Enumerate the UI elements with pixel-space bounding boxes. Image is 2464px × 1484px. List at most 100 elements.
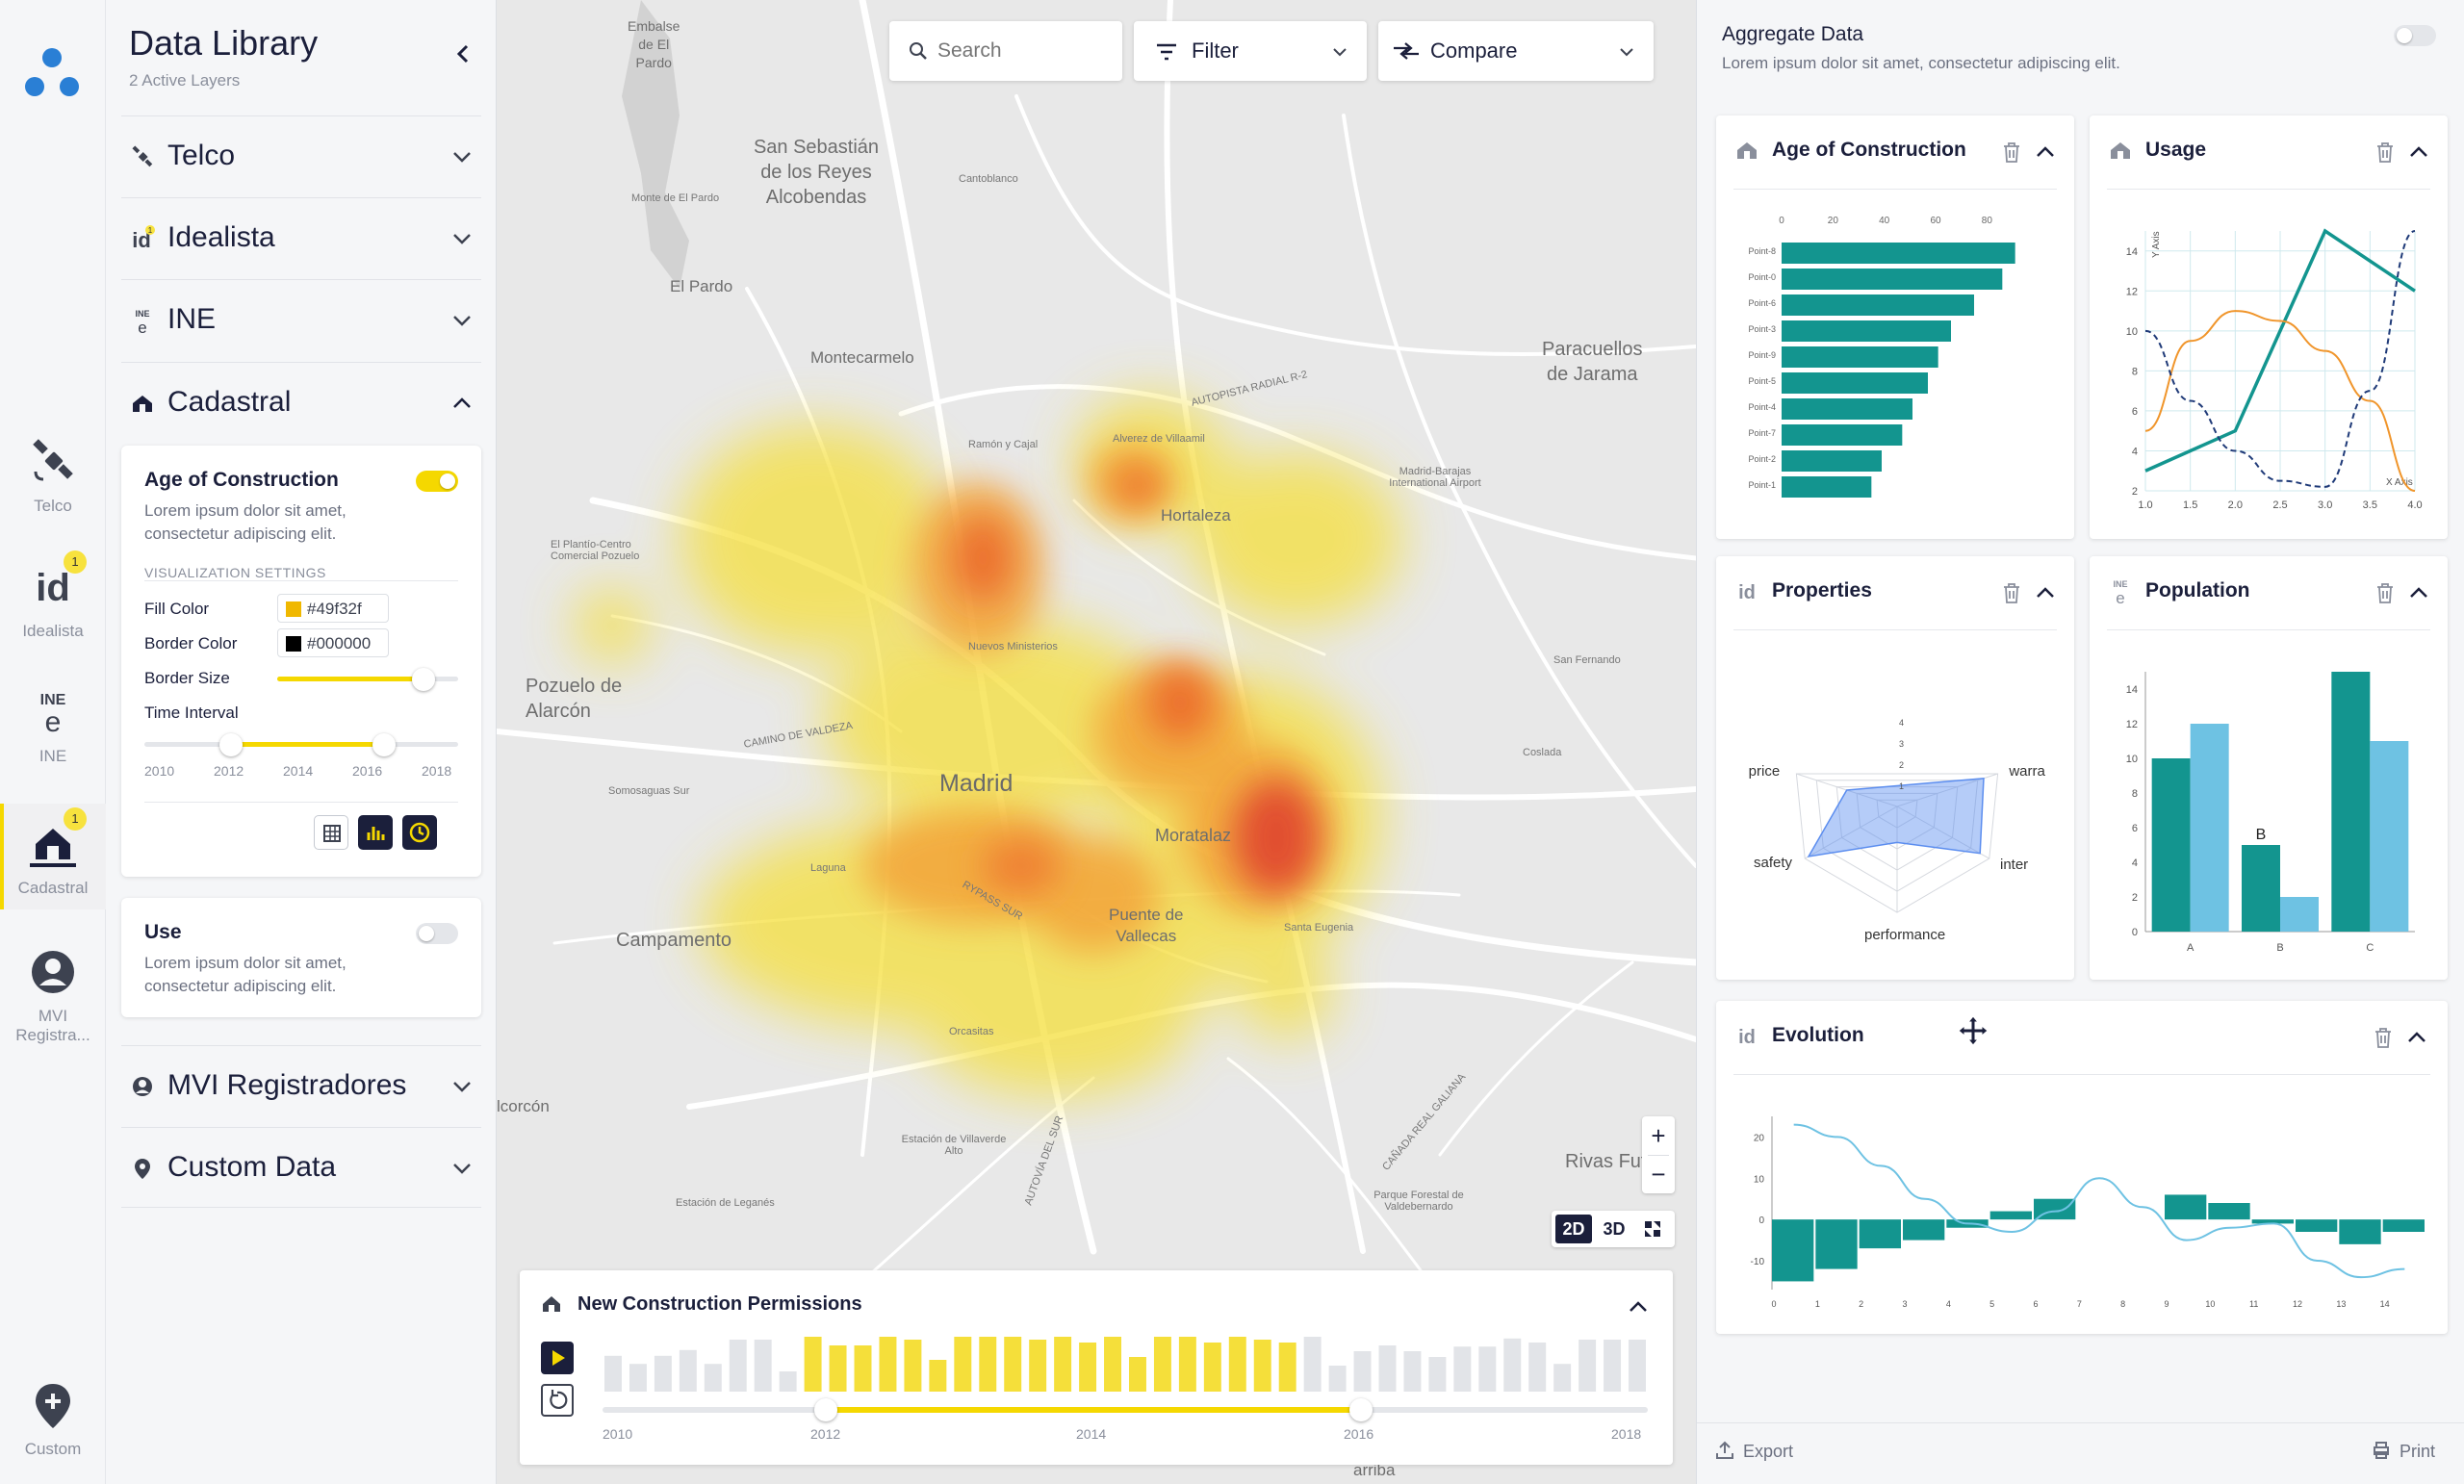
mode-2d-button[interactable]: 2D bbox=[1555, 1215, 1592, 1243]
layer-row-telco[interactable]: Telco bbox=[121, 115, 481, 196]
icon-rail: Telco 1 id Idealista INE e INE 1 Cadastr… bbox=[0, 0, 106, 1484]
rail-item-idealista[interactable]: 1 id Idealista bbox=[0, 550, 106, 641]
chevron-up-icon[interactable] bbox=[2034, 141, 2057, 164]
rail-item-telco[interactable]: Telco bbox=[0, 433, 106, 516]
compare-dropdown[interactable]: Compare bbox=[1378, 21, 1654, 81]
layer-row-custom-data[interactable]: Custom Data bbox=[121, 1127, 481, 1208]
fill-color-picker[interactable]: #49f32f bbox=[277, 594, 389, 623]
layer-label[interactable]: Cadastral bbox=[167, 386, 292, 418]
layer-label: Telco bbox=[167, 140, 236, 171]
trash-icon[interactable] bbox=[2373, 1026, 2394, 1049]
search-input[interactable] bbox=[937, 35, 1111, 67]
heatmap-layer bbox=[574, 395, 1401, 1097]
chevron-up-icon[interactable] bbox=[1627, 1295, 1650, 1318]
chevron-down-icon[interactable] bbox=[450, 227, 474, 250]
properties-panel: id Properties 1 2 3 4 price warra inter perform… bbox=[1716, 556, 2074, 980]
radar-ring bbox=[1815, 780, 1979, 892]
chevron-down-icon[interactable] bbox=[450, 145, 474, 168]
trash-icon[interactable] bbox=[2001, 581, 2022, 604]
zoom-out-button[interactable]: − bbox=[1651, 1160, 1666, 1189]
radar-spoke bbox=[1896, 806, 1990, 859]
time-interval-label: Time Interval bbox=[144, 704, 239, 722]
timeline-bar bbox=[979, 1337, 997, 1392]
timeline-bar bbox=[1203, 1343, 1221, 1392]
place-label-line: Embalse bbox=[628, 18, 680, 34]
layer-row-mvi-registradores[interactable]: MVI Registradores bbox=[121, 1045, 481, 1126]
svg-text:e: e bbox=[2116, 589, 2124, 604]
zoom-in-button[interactable]: + bbox=[1651, 1121, 1666, 1150]
chevron-left-icon[interactable] bbox=[449, 40, 476, 67]
layer-row-ine[interactable]: INE e INE bbox=[121, 279, 481, 360]
time-interval-end-handle[interactable] bbox=[372, 733, 396, 756]
timeline-bar bbox=[629, 1364, 647, 1392]
filter-dropdown[interactable]: Filter bbox=[1134, 21, 1367, 81]
mode-3d-button[interactable]: 3D bbox=[1603, 1219, 1626, 1239]
place-label-line: Pardo bbox=[635, 55, 672, 70]
aggregate-toggle[interactable] bbox=[2394, 25, 2436, 46]
chevron-up-icon[interactable] bbox=[2034, 581, 2057, 604]
timeline-bar bbox=[1578, 1340, 1597, 1392]
chevron-down-icon bbox=[1620, 48, 1633, 57]
layer-card-title: Age of Construction bbox=[144, 469, 339, 491]
timeline-bar bbox=[929, 1360, 947, 1392]
map-view[interactable]: Embalse de El Pardo San Sebastián de los… bbox=[497, 0, 1696, 1484]
timeline-view-button[interactable] bbox=[402, 815, 437, 850]
evolution-panel: id Evolution 20 10 0 -10 0 1 2 3 4 5 6 7 8 9 10 11 12 13 1… bbox=[1716, 1001, 2448, 1334]
chevron-up-icon[interactable] bbox=[450, 392, 474, 415]
border-size-slider-handle[interactable] bbox=[412, 668, 435, 691]
timeline-slider-fill bbox=[826, 1407, 1361, 1413]
svg-text:INE: INE bbox=[40, 692, 66, 708]
time-tick: 2014 bbox=[283, 763, 314, 779]
age-of-construction-toggle[interactable] bbox=[416, 471, 458, 492]
chevron-down-icon[interactable] bbox=[450, 1075, 474, 1098]
construction-permissions-timeline: New Construction Permissions 2010 2012 2… bbox=[520, 1270, 1673, 1465]
idealista-icon: id bbox=[36, 567, 70, 609]
chevron-down-icon[interactable] bbox=[450, 309, 474, 332]
layer-row-idealista[interactable]: id 1 Idealista bbox=[121, 197, 481, 278]
svg-text:INE: INE bbox=[2113, 579, 2127, 589]
time-tick: 2018 bbox=[422, 763, 452, 779]
timeline-start-handle[interactable] bbox=[814, 1398, 837, 1421]
trash-icon[interactable] bbox=[2001, 141, 2022, 164]
move-cursor-icon[interactable] bbox=[1957, 1014, 1989, 1047]
trash-icon[interactable] bbox=[2374, 581, 2396, 604]
chart-view-button[interactable] bbox=[358, 815, 393, 850]
timeline-bar-chart[interactable] bbox=[603, 1334, 1652, 1392]
table-view-button[interactable] bbox=[314, 815, 348, 850]
app-logo-icon[interactable] bbox=[17, 38, 87, 108]
trash-icon[interactable] bbox=[2374, 141, 2396, 164]
rail-label-cadastral: Cadastral bbox=[17, 879, 89, 897]
print-button[interactable]: Print bbox=[2371, 1440, 2435, 1462]
radar-axis-label: inter bbox=[2000, 857, 2028, 873]
timeline-end-handle[interactable] bbox=[1349, 1398, 1373, 1421]
age-of-construction-card: Age of Construction Lorem ipsum dolor si… bbox=[121, 446, 481, 877]
rail-item-custom[interactable]: Custom bbox=[0, 1376, 106, 1459]
chevron-up-icon[interactable] bbox=[2407, 141, 2430, 164]
timeline-tick: 2018 bbox=[1611, 1426, 1642, 1442]
rail-item-mvi[interactable]: MVI Registra... bbox=[0, 943, 106, 1045]
cadastral-icon bbox=[2111, 142, 2130, 159]
radar-ring bbox=[1795, 773, 1999, 913]
export-button[interactable]: Export bbox=[1714, 1440, 1793, 1462]
play-button[interactable] bbox=[541, 1342, 574, 1374]
x-tick-label: 10 bbox=[2205, 1299, 2215, 1309]
layers-view-icon[interactable] bbox=[1642, 1218, 1663, 1240]
search-box[interactable] bbox=[889, 21, 1122, 81]
compare-label: Compare bbox=[1430, 38, 1518, 63]
chevron-down-icon[interactable] bbox=[450, 1157, 474, 1180]
rail-item-cadastral[interactable]: 1 Cadastral bbox=[0, 804, 106, 909]
x-tick-label: 12 bbox=[2293, 1299, 2302, 1309]
bar bbox=[1989, 1211, 2032, 1220]
small-place-label: Somosaguas Sur bbox=[608, 785, 690, 797]
border-color-picker[interactable]: #000000 bbox=[277, 628, 389, 657]
timeline-tick: 2016 bbox=[1344, 1426, 1374, 1442]
timeline-bar bbox=[679, 1349, 697, 1392]
use-toggle[interactable] bbox=[416, 923, 458, 944]
chevron-up-icon[interactable] bbox=[2405, 1026, 2428, 1049]
rail-item-ine[interactable]: INE e INE bbox=[0, 683, 106, 766]
small-place-label: Monte de El Pardo bbox=[631, 192, 720, 204]
reset-button[interactable] bbox=[541, 1384, 574, 1417]
time-interval-start-handle[interactable] bbox=[219, 733, 243, 756]
chevron-up-icon[interactable] bbox=[2407, 581, 2430, 604]
small-place-label: Orcasitas bbox=[949, 1026, 994, 1037]
